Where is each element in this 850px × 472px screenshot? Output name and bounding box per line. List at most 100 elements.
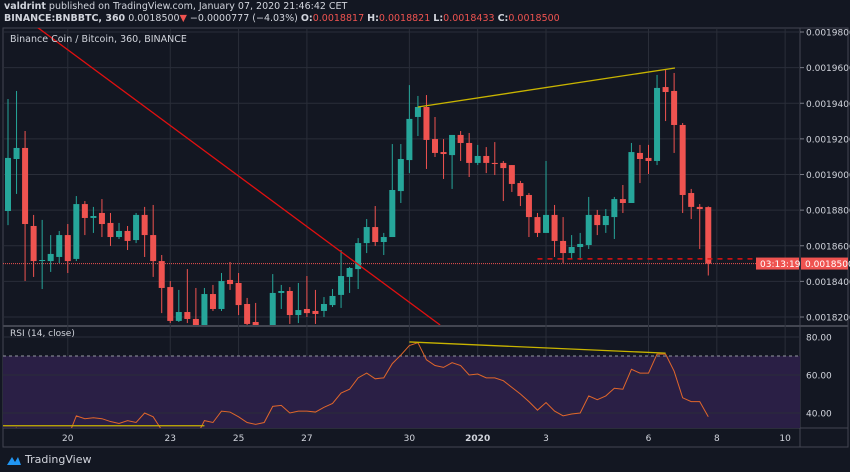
- candle-up: [278, 284, 285, 309]
- candle-down: [124, 225, 131, 251]
- candle-body: [654, 87, 661, 161]
- candle-down: [705, 206, 712, 276]
- candle-body: [312, 310, 319, 314]
- candle-up: [5, 98, 11, 226]
- current-price-label: 0.0018500: [805, 260, 850, 270]
- candle-up: [389, 144, 396, 238]
- candle-up: [175, 289, 182, 322]
- candle-up: [295, 282, 302, 324]
- candle-down: [286, 287, 293, 324]
- candle-body: [141, 214, 148, 236]
- price-tick-label: 0.0019000: [806, 171, 850, 181]
- candle-body: [560, 240, 567, 254]
- time-tick-label: 30: [404, 434, 416, 444]
- candle-body: [474, 155, 481, 163]
- candle-down: [252, 302, 259, 325]
- candle-body: [303, 308, 310, 314]
- candle-up: [201, 287, 208, 325]
- time-tick-label: 3: [543, 434, 549, 444]
- author-name[interactable]: valdrint: [4, 1, 46, 12]
- candle-body: [594, 214, 601, 226]
- candle-down: [594, 209, 601, 236]
- candle-body: [235, 282, 242, 306]
- candle-up: [568, 235, 575, 259]
- candle-body: [338, 276, 345, 295]
- candle-body: [218, 281, 225, 309]
- candle-body: [73, 204, 80, 259]
- candle-body: [5, 157, 11, 212]
- candle-body: [636, 152, 643, 160]
- candle-down: [22, 131, 29, 282]
- series-legend: Binance Coin / Bitcoin, 360, BINANCE: [10, 34, 187, 45]
- candle-up: [611, 196, 618, 239]
- rsi-tick-label: 80.00: [806, 334, 832, 344]
- candle-body: [184, 312, 191, 319]
- candle-down: [551, 204, 558, 257]
- candle-up: [269, 274, 276, 325]
- candle-body: [662, 87, 669, 93]
- symbol: BINANCE:BNBBTC, 360: [4, 13, 126, 24]
- candle-down: [525, 193, 532, 238]
- candle-body: [628, 152, 635, 203]
- candle-body: [372, 227, 379, 243]
- candle-body: [705, 207, 712, 264]
- candle-up: [90, 206, 97, 233]
- tradingview-logo-icon: [7, 456, 21, 465]
- candle-body: [158, 261, 165, 288]
- candle-down: [158, 255, 165, 314]
- candle-down: [192, 287, 199, 325]
- time-tick-label: 23: [165, 434, 176, 444]
- countdown-badge: [756, 257, 799, 270]
- current-price-badge: [801, 257, 848, 270]
- candle-up: [474, 144, 481, 166]
- trendline: [37, 28, 441, 325]
- candle-body: [551, 214, 558, 241]
- rsi-legend: RSI (14, close): [10, 329, 75, 339]
- candle-body: [432, 139, 438, 153]
- high-label: H:: [367, 13, 379, 24]
- candle-body: [167, 287, 174, 321]
- candle-up: [406, 85, 413, 174]
- rsi-line: [15, 342, 709, 428]
- candle-up: [39, 219, 46, 290]
- candle-up: [602, 209, 609, 233]
- candle-body: [252, 321, 259, 325]
- chart-frame: [2, 27, 849, 448]
- candle-down: [619, 185, 626, 213]
- candle-body: [13, 147, 20, 160]
- candle-up: [73, 196, 80, 262]
- candle-down: [141, 206, 148, 257]
- candle-body: [602, 216, 609, 226]
- candle-up: [585, 196, 592, 249]
- candle-body: [227, 279, 234, 285]
- candle-down: [671, 72, 678, 153]
- candle-up: [654, 74, 661, 166]
- candle-body: [286, 290, 293, 316]
- candle-body: [679, 124, 686, 195]
- candle-up: [338, 250, 345, 308]
- candle-body: [150, 235, 157, 262]
- time-tick-label: 20: [62, 434, 74, 444]
- candle-up: [329, 289, 336, 308]
- candles: [3, 28, 800, 325]
- publish-text: published on TradingView.com, January 07…: [45, 1, 348, 12]
- candle-down: [508, 165, 515, 192]
- candle-body: [201, 294, 208, 325]
- candle-body: [56, 235, 63, 257]
- rsi-band: [3, 356, 800, 428]
- tradingview-footer[interactable]: TradingView: [6, 453, 91, 466]
- candle-body: [508, 165, 515, 184]
- candle-up: [47, 235, 54, 272]
- candle-body: [397, 159, 404, 192]
- candle-body: [329, 295, 336, 306]
- candle-down: [500, 160, 507, 202]
- candle-down: [150, 204, 157, 277]
- candle-body: [389, 189, 396, 238]
- rsi-tick-label: 40.00: [806, 410, 832, 420]
- candle-body: [363, 227, 370, 244]
- low-label: L:: [433, 13, 444, 24]
- candle-up: [363, 219, 370, 254]
- candle-down: [184, 269, 191, 324]
- last-price: 0.0018500: [128, 13, 180, 24]
